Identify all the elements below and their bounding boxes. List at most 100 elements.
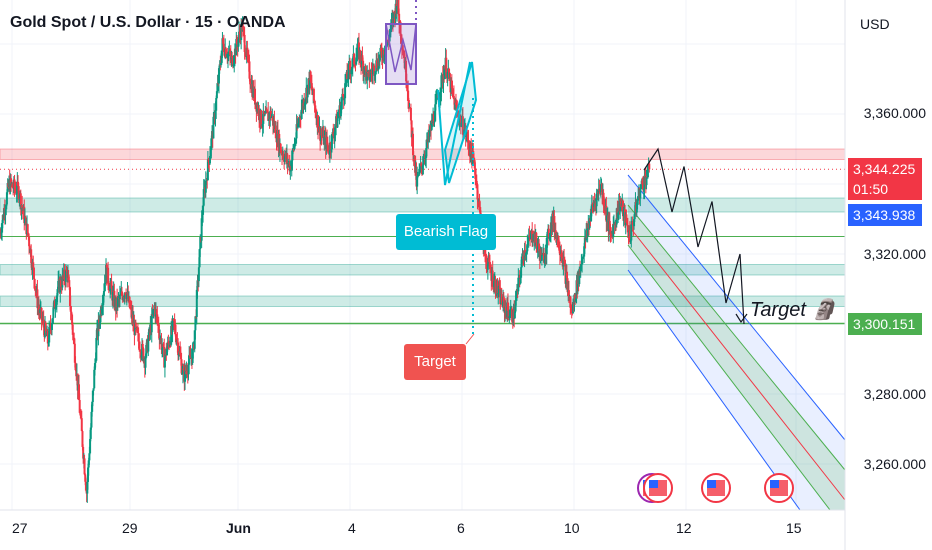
candle-body: [343, 98, 346, 101]
candle-body: [66, 270, 69, 278]
candle-body: [326, 144, 329, 147]
candle-body: [410, 120, 413, 138]
candle-body: [356, 45, 359, 54]
candle-body: [54, 306, 57, 309]
candle-body: [295, 124, 298, 139]
candle-body: [209, 150, 212, 156]
candle-body: [79, 412, 82, 416]
event-icons: [637, 473, 794, 503]
candle-body: [176, 341, 179, 343]
candle-body: [119, 294, 122, 296]
candle-body: [603, 205, 606, 209]
candle-body: [432, 114, 435, 123]
candle-body: [52, 307, 55, 319]
candle-body: [474, 168, 477, 180]
candle-body: [218, 64, 221, 69]
target-arrow-label: Target 🗿: [750, 299, 837, 321]
candle-body: [563, 260, 566, 266]
candle-body: [238, 31, 241, 35]
candle-body: [281, 152, 284, 156]
candle-body: [104, 282, 107, 284]
candle-body: [366, 71, 369, 73]
candle-body: [522, 256, 525, 259]
candle-body: [306, 84, 309, 98]
candle-body: [97, 319, 100, 337]
candle-body: [509, 316, 512, 318]
candle-body: [198, 249, 201, 268]
candle-body: [220, 62, 223, 66]
candle-body: [55, 295, 58, 305]
candle-body: [189, 355, 192, 359]
candle-body: [68, 287, 71, 306]
candle-body: [77, 384, 80, 401]
candle-body: [74, 362, 77, 371]
candle-body: [177, 354, 180, 356]
candle-body: [157, 324, 160, 333]
candle-body: [90, 411, 93, 428]
candle-body: [180, 359, 183, 374]
candle-body: [526, 244, 529, 252]
candle-body: [134, 322, 137, 336]
candle-body: [581, 258, 584, 260]
candle-body: [388, 35, 391, 42]
candle-body: [237, 39, 240, 47]
candle-body: [546, 231, 549, 238]
candle-body: [621, 200, 624, 217]
target-callout-pointer: [465, 333, 475, 345]
candle-body: [110, 281, 113, 289]
candle-body: [71, 314, 74, 325]
candle-body: [293, 143, 296, 150]
target-callout[interactable]: Target: [404, 344, 466, 380]
candle-body: [95, 337, 98, 361]
candle-body: [625, 214, 628, 223]
candle-body: [470, 142, 473, 154]
candle-body: [493, 281, 496, 287]
candle-body: [98, 319, 101, 324]
candle-body: [484, 247, 487, 257]
candle-body: [517, 277, 520, 292]
candle-body: [258, 108, 261, 121]
candle-body: [82, 446, 85, 459]
candle-body: [150, 313, 153, 333]
candle-body: [446, 71, 449, 78]
price-tick: 3,280.000: [863, 386, 926, 402]
candle-body: [40, 307, 43, 321]
candle-body: [246, 47, 249, 57]
candle-body: [504, 306, 507, 311]
candle-body: [89, 438, 92, 454]
candle-body: [299, 117, 302, 119]
price-zones: [0, 148, 846, 325]
candle-body: [63, 269, 66, 280]
candle-body: [265, 109, 268, 114]
candle-body: [64, 269, 67, 282]
candle-body: [5, 204, 8, 210]
candle-body: [81, 431, 84, 447]
candle-body: [452, 95, 455, 100]
currency-label[interactable]: USD: [860, 16, 890, 32]
candle-body: [260, 126, 263, 128]
candle-body: [196, 280, 199, 290]
candle-body: [454, 102, 457, 105]
candle-body: [1, 214, 4, 224]
candle-body: [492, 286, 495, 288]
candle-body: [540, 253, 543, 261]
date-tick: 15: [786, 520, 802, 536]
candle-body: [588, 217, 591, 228]
candle-body: [262, 110, 265, 124]
candle-body: [67, 274, 70, 281]
candle-body: [536, 246, 539, 250]
candle-body: [527, 241, 530, 245]
candle-body: [44, 322, 47, 331]
candle-body: [451, 88, 454, 90]
price-tick: 3,260.000: [863, 456, 926, 472]
candle-body: [402, 49, 405, 56]
candle-body: [401, 48, 404, 50]
candle-body: [118, 294, 121, 300]
support-zone: [0, 264, 846, 276]
candle-body: [399, 21, 402, 36]
candle-body: [263, 112, 266, 116]
bearish-flag-callout[interactable]: Bearish Flag: [396, 214, 496, 250]
candle-body: [528, 235, 531, 238]
channel-top-line: [627, 174, 846, 441]
